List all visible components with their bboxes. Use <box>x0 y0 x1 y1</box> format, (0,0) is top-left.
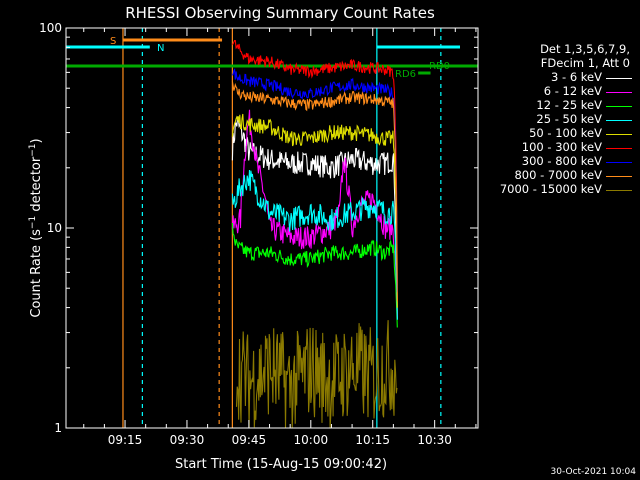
legend-label: 3 - 6 keV <box>551 70 602 84</box>
legend-header: Det 1,3,5,6,7,9, <box>540 42 630 56</box>
x-tick-label: 10:00 <box>294 433 329 447</box>
legend-swatch <box>606 78 632 79</box>
x-tick-label: 09:15 <box>108 433 143 447</box>
legend-item: 6 - 12 keV <box>490 84 640 98</box>
series-line-1 <box>231 109 398 317</box>
series-line-2 <box>231 222 398 328</box>
annotation-rd0: RD0 <box>429 61 450 72</box>
legend-swatch <box>606 148 632 149</box>
legend-item: 3 - 6 keV <box>490 70 640 84</box>
axes: 1 10 100 09:15 09:30 09:45 10:00 10:15 10:30 <box>39 21 479 447</box>
annotation-n: N <box>157 43 164 54</box>
legend-label: 7000 - 15000 keV <box>499 182 602 196</box>
legend-swatch <box>606 92 632 93</box>
y-tick-label: 10 <box>47 221 62 235</box>
legend-label: 300 - 800 keV <box>521 154 602 168</box>
legend-swatch <box>606 134 632 135</box>
legend-swatch <box>606 190 632 191</box>
legend-label: 800 - 7000 keV <box>514 168 602 182</box>
legend-swatch <box>606 162 632 163</box>
y-axis-label: Count Rate (s−1 detector−1) <box>28 138 44 317</box>
chart-title: RHESSI Observing Summary Count Rates <box>125 4 435 22</box>
y-tick-label: 100 <box>39 21 62 35</box>
annotation-rd6: RD6 <box>395 69 416 80</box>
y-tick-label: 1 <box>54 421 62 435</box>
legend-label: 25 - 50 keV <box>536 112 602 126</box>
legend-item: 100 - 300 keV <box>490 140 640 154</box>
series-line-4 <box>231 113 398 308</box>
series-line-7 <box>231 81 398 302</box>
legend-item: 300 - 800 keV <box>490 154 640 168</box>
annotation-s: S <box>110 36 116 47</box>
legend-item: 800 - 7000 keV <box>490 168 640 182</box>
series-line-5 <box>231 40 398 286</box>
series-line-8 <box>235 320 398 429</box>
timestamp: 30-Oct-2021 10:04 <box>550 467 636 477</box>
legend-swatch <box>606 120 632 121</box>
x-tick-label: 10:30 <box>417 433 452 447</box>
legend-swatch <box>606 176 632 177</box>
series-line-6 <box>231 68 398 293</box>
legend-item: 12 - 25 keV <box>490 98 640 112</box>
x-axis-label: Start Time (15-Aug-15 09:00:42) <box>175 457 387 472</box>
series-line-3 <box>231 169 398 320</box>
legend-swatch <box>606 106 632 107</box>
legend-label: 50 - 100 keV <box>529 126 602 140</box>
series-line-0 <box>231 115 398 320</box>
legend-label: 6 - 12 keV <box>543 84 602 98</box>
x-tick-label: 09:45 <box>232 433 267 447</box>
x-tick-label: 10:15 <box>355 433 390 447</box>
legend-item: 25 - 50 keV <box>490 112 640 126</box>
legend-item: 50 - 100 keV <box>490 126 640 140</box>
x-tick-label: 09:30 <box>170 433 205 447</box>
legend-label: 12 - 25 keV <box>536 98 602 112</box>
plot-area: S N RD6 RD0 <box>66 28 478 429</box>
legend-label: 100 - 300 keV <box>521 140 602 154</box>
legend-item: 7000 - 15000 keV <box>490 182 640 196</box>
legend-header: FDecim 1, Att 0 <box>540 56 630 70</box>
